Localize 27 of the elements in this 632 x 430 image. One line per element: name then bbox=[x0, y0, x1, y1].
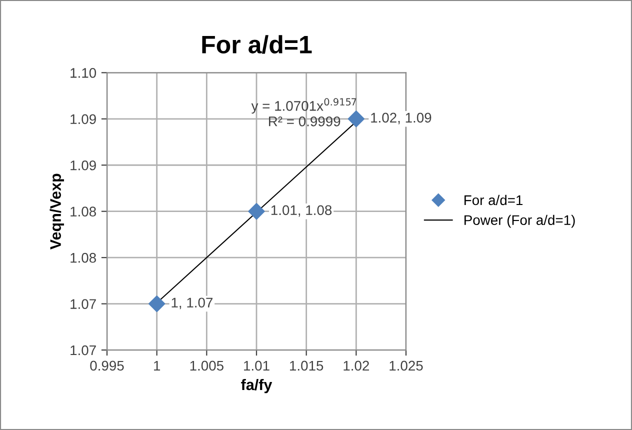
x-tick-label: 1.015 bbox=[290, 360, 324, 371]
x-tick-label: 1.025 bbox=[390, 360, 423, 371]
x-tick-label: 0.995 bbox=[90, 360, 124, 371]
annotation: R² = 0.9999 bbox=[269, 116, 340, 126]
annotation: y = 1.0701x$^{0.9157}$ bbox=[251, 98, 356, 114]
x-tick-label: 1 bbox=[154, 360, 160, 370]
y-tick-label: 1.09 bbox=[70, 160, 96, 170]
y-tick-label: 1.08 bbox=[70, 206, 96, 217]
y-tick-label: 1.09 bbox=[70, 114, 96, 124]
y-axis-title: Veqn/Vexp bbox=[50, 174, 64, 250]
y-tick-label: 1.10 bbox=[70, 68, 96, 78]
y-tick-label: 1.08 bbox=[70, 252, 96, 263]
data-label: 1.01, 1.08 bbox=[271, 205, 332, 217]
y-tick-label: 1.07 bbox=[70, 299, 96, 309]
legend-label: For a/d=1 bbox=[464, 194, 523, 206]
point bbox=[248, 203, 265, 220]
x-axis-title: fa/fy bbox=[241, 378, 272, 394]
x-tick-label: 1.02 bbox=[344, 360, 369, 371]
point bbox=[148, 295, 166, 312]
point bbox=[348, 110, 364, 128]
data-label: 1.02, 1.09 bbox=[371, 112, 432, 124]
y-tick-label: 1.07 bbox=[70, 345, 96, 356]
x-tick-label: 1.01 bbox=[244, 360, 270, 371]
legend-label: Power (For a/d=1) bbox=[464, 214, 575, 228]
data-label: 1, 1.07 bbox=[172, 298, 212, 310]
chart-title: For a/d=1 bbox=[202, 35, 312, 54]
x-tick-label: 1.005 bbox=[190, 360, 224, 371]
